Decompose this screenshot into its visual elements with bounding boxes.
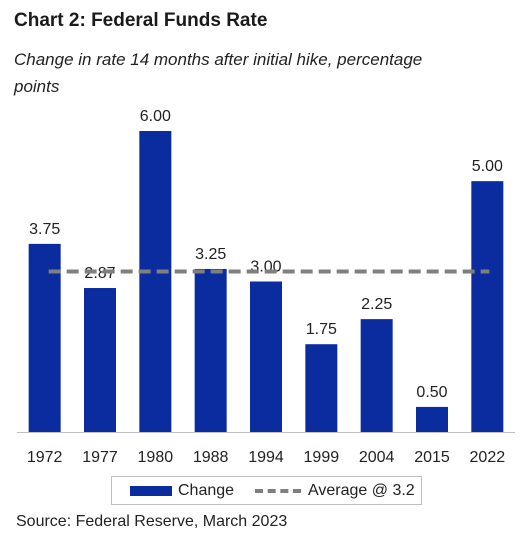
bar-1999 [305, 344, 338, 432]
data-label-1972: 3.75 [29, 221, 60, 238]
x-tick-label-2022: 2022 [470, 449, 506, 466]
x-tick-label-1999: 1999 [304, 449, 340, 466]
bar-1994 [250, 281, 282, 432]
data-label-2004: 2.25 [361, 296, 392, 313]
legend-label-change: Change [178, 481, 235, 499]
chart-title: Chart 2: Federal Funds Rate [14, 10, 268, 31]
x-tick-label-1977: 1977 [82, 449, 118, 466]
legend-item-change: Change [130, 477, 234, 504]
legend-bar-swatch [130, 485, 172, 496]
data-label-1980: 6.00 [140, 108, 171, 125]
bar-2004 [360, 319, 393, 432]
x-tick-label-1994: 1994 [248, 449, 284, 466]
x-tick-label-2015: 2015 [414, 449, 450, 466]
x-tick-label-1980: 1980 [138, 449, 174, 466]
chart-subtitle: Change in rate 14 months after initial h… [14, 50, 423, 96]
legend-line-swatch [255, 488, 301, 493]
bar-2015 [416, 406, 448, 432]
chart-legend: Change Average @ 3.2 [111, 476, 422, 505]
x-tick-label-1972: 1972 [27, 449, 63, 466]
data-label-2022: 5.00 [472, 158, 503, 175]
legend-item-average: Average @ 3.2 [255, 477, 415, 504]
data-label-1999: 1.75 [306, 321, 337, 338]
x-tick-label-1988: 1988 [193, 449, 229, 466]
bar-1980 [139, 131, 172, 432]
bar-1988 [194, 268, 227, 432]
data-label-1977: 2.87 [84, 265, 115, 282]
x-tick-label-2004: 2004 [359, 449, 395, 466]
bar-2022 [471, 181, 504, 432]
bar-1977 [84, 288, 116, 432]
legend-label-average: Average @ 3.2 [308, 481, 415, 499]
bar-chart: 3.7519722.8719776.0019803.2519883.001994… [17, 108, 515, 466]
bar-1972 [28, 243, 61, 432]
source-note: Source: Federal Reserve, March 2023 [16, 513, 288, 530]
data-label-1988: 3.25 [195, 246, 226, 263]
data-label-2015: 0.50 [416, 384, 447, 401]
